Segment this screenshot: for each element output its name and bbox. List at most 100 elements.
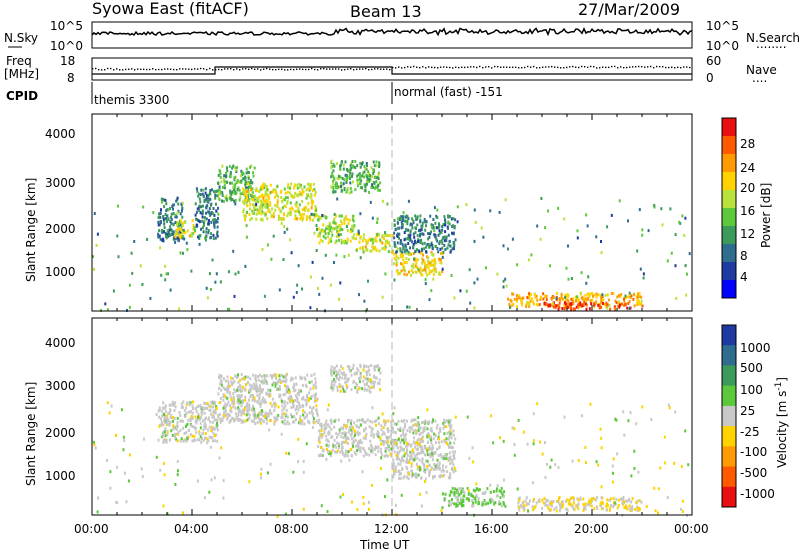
data-cell: [254, 422, 257, 426]
data-cell: [557, 307, 560, 311]
data-cell: [335, 214, 337, 218]
data-cell: [426, 273, 429, 277]
data-cell: [173, 409, 176, 412]
data-cell: [240, 169, 243, 173]
data-cell: [451, 486, 454, 490]
data-cell: [354, 386, 357, 390]
nave-point: [506, 66, 508, 68]
data-cell: [270, 257, 273, 261]
data-cell: [295, 291, 298, 294]
data-cell: [244, 188, 247, 192]
data-cell: [412, 242, 415, 246]
data-cell: [299, 415, 302, 419]
data-cell: [584, 293, 587, 297]
data-cell: [343, 216, 346, 220]
data-cell: [277, 380, 280, 383]
data-cell: [176, 221, 179, 225]
data-cell: [314, 394, 317, 398]
data-cell: [437, 431, 440, 435]
data-cell: [223, 179, 226, 183]
data-cell: [617, 302, 620, 306]
beam-label: Beam 13: [350, 2, 422, 21]
nave-point: [368, 69, 370, 71]
data-cell: [527, 509, 530, 513]
data-cell: [165, 202, 168, 206]
data-cell: [342, 167, 345, 171]
data-cell: [263, 199, 266, 203]
nave-point: [488, 66, 490, 68]
nave-point: [668, 66, 670, 69]
data-cell: [232, 392, 235, 395]
data-cell: [280, 432, 283, 436]
data-cell: [337, 177, 340, 181]
data-cell: [454, 218, 457, 222]
data-cell: [434, 434, 437, 437]
data-cell: [340, 219, 342, 223]
data-cell: [311, 414, 314, 418]
data-cell: [259, 373, 262, 377]
data-cell: [274, 401, 277, 405]
data-cell: [332, 219, 335, 222]
data-cell: [449, 244, 452, 248]
data-cell: [341, 441, 344, 445]
data-cell: [343, 240, 346, 244]
data-cell: [443, 497, 446, 501]
data-cell: [340, 181, 343, 185]
data-cell: [186, 423, 188, 427]
data-cell: [436, 247, 439, 250]
power-axis-ticks: [91, 114, 693, 311]
data-cell: [424, 228, 427, 232]
data-cell: [532, 508, 535, 512]
data-cell: [353, 435, 355, 439]
data-cell: [219, 172, 222, 176]
data-cell: [326, 423, 329, 427]
nave-point: [335, 68, 337, 70]
data-cell: [579, 301, 582, 305]
data-cell: [210, 478, 213, 482]
data-cell: [277, 405, 280, 409]
data-cell: [291, 415, 294, 419]
data-cell: [409, 230, 412, 234]
data-cell: [628, 504, 631, 508]
data-cell: [416, 217, 419, 221]
data-cell: [434, 441, 437, 444]
data-cell: [366, 180, 368, 184]
data-cell: [218, 376, 220, 380]
data-cell: [301, 404, 304, 408]
data-cell: [638, 292, 641, 295]
data-cell: [572, 302, 575, 306]
data-cell: [415, 453, 418, 457]
data-cell: [252, 174, 255, 178]
data-cell: [518, 296, 521, 300]
data-cell: [217, 212, 220, 216]
data-cell: [298, 388, 301, 392]
data-cell: [410, 475, 413, 478]
data-cell: [172, 207, 174, 211]
data-cell: [400, 419, 403, 423]
data-cell: [406, 305, 409, 309]
data-cell: [177, 226, 180, 230]
data-cell: [96, 510, 99, 514]
data-cell: [386, 446, 389, 450]
data-cell: [320, 427, 323, 431]
data-cell: [203, 221, 205, 224]
data-cell: [448, 445, 451, 449]
data-cell: [258, 211, 261, 215]
data-cell: [407, 250, 410, 254]
data-cell: [317, 227, 320, 231]
data-cell: [344, 160, 347, 164]
data-cell: [291, 399, 294, 403]
data-cell: [417, 452, 419, 455]
data-cell: [211, 420, 214, 424]
data-cell: [283, 213, 286, 217]
data-cell: [410, 268, 413, 272]
data-cell: [366, 370, 369, 374]
data-cell: [346, 169, 349, 173]
data-cell: [368, 373, 371, 377]
data-cell: [424, 477, 427, 481]
data-cell: [252, 373, 255, 377]
data-cell: [245, 214, 247, 218]
data-cell: [295, 382, 298, 386]
data-cell: [258, 389, 261, 392]
nave-point: [527, 65, 529, 68]
